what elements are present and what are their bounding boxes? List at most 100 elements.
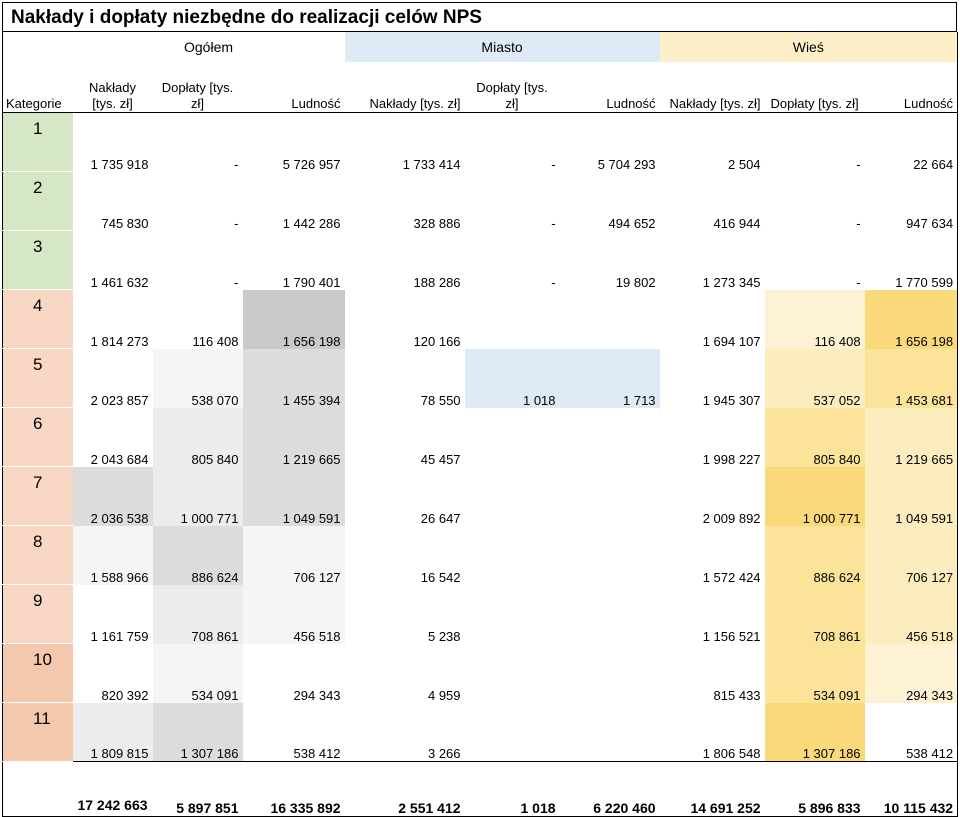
group-wies: Wieś [659, 32, 959, 62]
header-naklady-ogolem: Nakłady [tys. zł] [89, 80, 136, 111]
cell-doplaty-wies: 537 052 [764, 348, 865, 408]
total-cell: 5 897 851 [176, 800, 239, 816]
cell-doplaty-miasto: - [551, 215, 556, 231]
cell-doplaty-miasto [465, 290, 560, 349]
cell-naklady-ogolem: 1 588 966 [72, 525, 153, 585]
cell-ludnosc-wies: 1 049 591 [864, 466, 959, 526]
cell-naklady-miasto: 5 238 [427, 628, 461, 644]
cell-doplaty-ogolem: 805 840 [152, 407, 243, 467]
cell-ludnosc-miasto: 19 802 [615, 274, 656, 290]
cell-ludnosc-miasto: 5 704 293 [597, 156, 656, 172]
table-row: 1 1 735 918 - 5 726 957 1 733 414 - 5 704 293 2… [2, 112, 959, 172]
cell-ludnosc-miasto [560, 585, 660, 644]
cell-ludnosc-miasto [560, 408, 660, 467]
table-row: 2 745 830 - 1 442 286 328 886 - 494 652 416 944… [2, 171, 959, 231]
cell-ludnosc-wies: 456 518 [864, 584, 959, 644]
cell-ludnosc-wies: 947 634 [864, 171, 959, 231]
cell-doplaty-ogolem: - [234, 274, 239, 290]
cell-naklady-miasto: 1 733 414 [402, 156, 461, 172]
cell-naklady-ogolem: 1 461 632 [90, 274, 149, 290]
header-kategorie: Kategorie [2, 62, 73, 113]
cell-naklady-ogolem: 2 036 538 [72, 466, 153, 526]
table-body: 1 1 735 918 - 5 726 957 1 733 414 - 5 704 293 2… [2, 112, 959, 762]
cell-doplaty-miasto [465, 585, 560, 644]
header-naklady-wies: Nakłady [tys. zł] [669, 96, 761, 111]
cell-ludnosc-wies: 1 770 599 [864, 230, 959, 290]
cell-doplaty-wies: 534 091 [764, 643, 865, 703]
cell-naklady-miasto: 120 166 [413, 333, 461, 349]
header-ludnosc-ogolem: Ludność [291, 96, 341, 111]
totals-label-cell [2, 761, 73, 817]
cell-naklady-wies: 1 572 424 [702, 569, 761, 585]
cell-doplaty-miasto [465, 644, 560, 703]
cell-naklady-ogolem: 745 830 [101, 215, 149, 231]
total-cell: 6 220 460 [593, 800, 656, 816]
category-cell: 7 [2, 466, 73, 526]
header-naklady-miasto: Nakłady [tys. zł] [369, 96, 461, 111]
cell-naklady-wies: 1 806 548 [702, 746, 761, 761]
totals-row: 17 242 663 5 897 851 16 335 892 2 551 41… [2, 761, 959, 817]
cell-doplaty-ogolem: 534 091 [152, 643, 243, 703]
cell-naklady-ogolem: 1 161 759 [90, 628, 149, 644]
total-cell: 17 242 663 [77, 797, 148, 813]
total-cell: 5 896 833 [798, 800, 861, 816]
category-cell: 11 [2, 702, 73, 762]
cell-naklady-ogolem: 1 735 918 [90, 156, 149, 172]
cell-naklady-ogolem: 820 392 [101, 687, 149, 703]
cell-doplaty-ogolem: 116 408 [192, 333, 239, 349]
cell-naklady-wies: 2 504 [728, 156, 761, 172]
header-ludnosc-miasto: Ludność [606, 96, 656, 111]
header-doplaty-miasto: Dopłaty [tys. zł] [476, 80, 548, 111]
cell-ludnosc-wies: 22 664 [864, 112, 959, 172]
category-cell: 6 [2, 407, 73, 467]
cell-ludnosc-wies: 1 453 681 [864, 348, 959, 408]
total-cell: 1 018 [520, 800, 556, 816]
cell-naklady-miasto: 4 959 [427, 687, 461, 703]
cell-ludnosc-ogolem: 5 726 957 [282, 156, 341, 172]
table-row: 3 1 461 632 - 1 790 401 188 286 - 19 802 1 273 … [2, 230, 959, 290]
header-doplaty-wies: Dopłaty [tys. zł] [770, 96, 859, 111]
cell-doplaty-wies: 1 000 771 [764, 466, 865, 526]
cell-ludnosc-wies: 294 343 [864, 643, 959, 703]
cell-naklady-wies: 1 694 107 [702, 333, 761, 349]
cell-naklady-wies: 1 273 345 [702, 274, 761, 290]
sheet-title: Nakłady i dopłaty niezbędne do realizacj… [2, 2, 957, 32]
cell-doplaty-miasto: 1 018 [464, 348, 560, 408]
cell-naklady-miasto: 16 542 [420, 569, 461, 585]
data-table: Ogółem Miasto Wieś Kategorie Nakłady [ty… [2, 32, 959, 817]
cell-doplaty-ogolem: 708 861 [152, 584, 243, 644]
cell-doplaty-miasto: - [551, 156, 556, 172]
cell-doplaty-miasto [465, 408, 560, 467]
cell-doplaty-ogolem: 1 307 186 [152, 702, 243, 762]
cell-doplaty-wies: - [856, 156, 861, 172]
category-cell: 4 [2, 289, 73, 349]
cell-doplaty-wies: 1 307 186 [764, 702, 865, 762]
cell-naklady-ogolem: 2 043 684 [90, 451, 149, 467]
cell-ludnosc-ogolem: 706 127 [242, 525, 345, 585]
category-cell: 2 [2, 171, 73, 231]
total-cell: 14 691 252 [690, 800, 761, 816]
category-cell: 5 [2, 348, 73, 408]
cell-ludnosc-ogolem: 1 790 401 [282, 274, 341, 290]
cell-doplaty-wies: 116 408 [764, 289, 865, 349]
cell-ludnosc-ogolem: 456 518 [242, 584, 345, 644]
cell-ludnosc-miasto [560, 290, 660, 349]
group-ogolem: Ogółem [184, 39, 234, 55]
cell-ludnosc-ogolem: 1 455 394 [242, 348, 345, 408]
cell-doplaty-ogolem: 538 070 [152, 348, 243, 408]
table-row: 11 1 809 815 1 307 186 538 412 3 266 1 806 54… [2, 702, 959, 762]
cell-doplaty-ogolem: - [234, 156, 239, 172]
cell-naklady-miasto: 45 457 [420, 451, 461, 467]
cell-doplaty-wies: 805 840 [764, 407, 865, 467]
category-cell: 1 [2, 112, 73, 172]
cell-naklady-ogolem: 2 023 857 [90, 392, 149, 408]
cell-ludnosc-ogolem: 1 219 665 [242, 407, 345, 467]
cell-naklady-miasto: 3 266 [427, 746, 461, 761]
table-row: 10 820 392 534 091 294 343 4 959 815 433 534 0… [2, 643, 959, 703]
cell-naklady-wies: 1 998 227 [702, 451, 761, 467]
cell-ludnosc-miasto: 494 652 [608, 215, 656, 231]
